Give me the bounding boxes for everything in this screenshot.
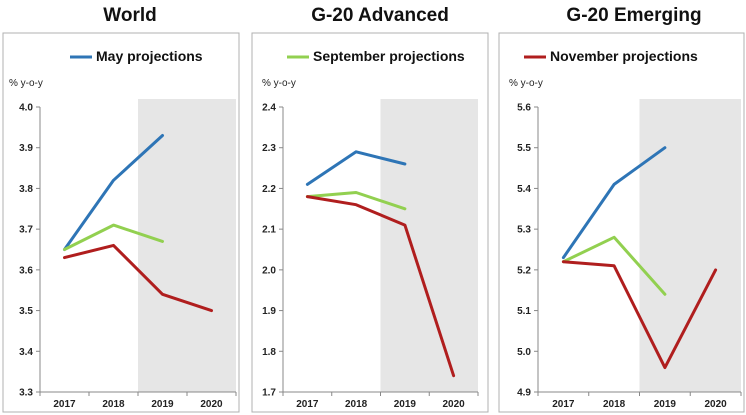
- y-tick-label: 5.4: [517, 184, 531, 195]
- series-line-november: [305, 195, 456, 378]
- x-tick-label: 2019: [394, 399, 417, 410]
- projection-shade: [138, 99, 236, 392]
- y-tick-label: 4.9: [517, 388, 531, 399]
- x-tick-label: 2018: [603, 399, 626, 410]
- panel-1: World May projections % y-o-y 3.3 3.4 3.5 3.6 3…: [2, 5, 240, 413]
- series-line-november: [63, 243, 213, 313]
- y-tick-label: 3.7: [19, 225, 33, 236]
- y-tick-label: 5.1: [517, 306, 531, 317]
- x-tick-label: 2018: [102, 399, 125, 410]
- y-tick-label: 5.2: [517, 265, 531, 276]
- legend-label: September projections: [313, 48, 465, 64]
- y-tick-label: 2.4: [262, 103, 276, 114]
- y-tick-label: 3.3: [19, 388, 33, 399]
- y-tick-label: 2.0: [262, 265, 276, 276]
- panel-frame: [251, 32, 489, 413]
- series-line-may: [305, 150, 407, 186]
- projection-shade: [380, 99, 478, 392]
- series-line-september: [305, 191, 407, 211]
- legend-label: November projections: [550, 48, 698, 64]
- y-tick-label: 4.0: [19, 103, 33, 114]
- y-tick-label: 1.8: [262, 347, 276, 358]
- y-tick-label: 2.3: [262, 143, 276, 154]
- series-line-may: [63, 134, 164, 251]
- x-tick-label: 2020: [200, 399, 223, 410]
- unit-label: % y-o-y: [262, 78, 296, 89]
- y-tick-label: 3.9: [19, 143, 33, 154]
- y-tick-label: 2.1: [262, 225, 276, 236]
- y-tick-label: 5.6: [517, 103, 531, 114]
- series-line-november: [561, 260, 718, 370]
- projection-shade: [639, 99, 741, 392]
- series-line-may: [561, 146, 667, 260]
- x-tick-label: 2017: [53, 399, 76, 410]
- x-tick-label: 2020: [705, 399, 728, 410]
- series-line-september: [561, 235, 667, 296]
- y-tick-label: 1.9: [262, 306, 276, 317]
- y-tick-label: 3.8: [19, 184, 33, 195]
- y-tick-label: 5.3: [517, 225, 531, 236]
- y-tick-label: 5.5: [517, 143, 531, 154]
- panel-title: World: [103, 5, 156, 26]
- panel-frame: [2, 32, 240, 413]
- x-tick-label: 2017: [296, 399, 319, 410]
- legend-label: May projections: [96, 48, 203, 64]
- panel-3: G-20 Emerging November projections % y-o-y…: [498, 5, 745, 413]
- y-tick-label: 5.0: [517, 347, 531, 358]
- series-line-september: [63, 223, 164, 251]
- y-tick-label: 3.5: [19, 306, 33, 317]
- y-tick-label: 2.2: [262, 184, 276, 195]
- x-tick-label: 2019: [654, 399, 677, 410]
- x-tick-label: 2017: [552, 399, 575, 410]
- x-tick-label: 2018: [345, 399, 368, 410]
- panel-title: G-20 Emerging: [566, 5, 701, 26]
- x-tick-label: 2020: [443, 399, 466, 410]
- y-tick-label: 3.6: [19, 265, 33, 276]
- panel-2: G-20 Advanced September projections % y-o-…: [251, 5, 489, 413]
- panel-title: G-20 Advanced: [311, 5, 449, 26]
- panel-frame: [498, 32, 745, 413]
- unit-label: % y-o-y: [509, 78, 543, 89]
- unit-label: % y-o-y: [9, 78, 43, 89]
- y-tick-label: 1.7: [262, 388, 276, 399]
- x-tick-label: 2019: [151, 399, 174, 410]
- y-tick-label: 3.4: [19, 347, 33, 358]
